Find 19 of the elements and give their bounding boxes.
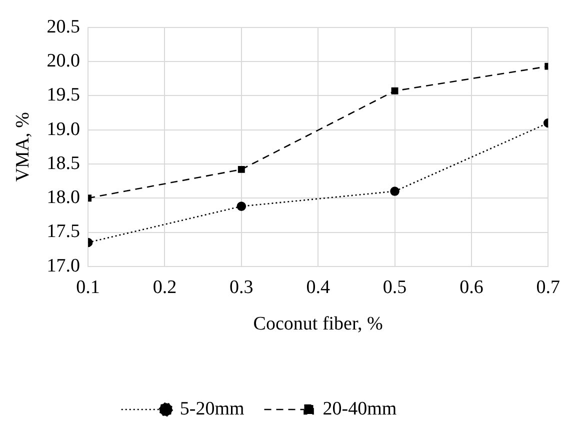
legend-label: 20-40mm (322, 398, 397, 420)
y-tick-label: 17.5 (46, 221, 80, 242)
y-tick-label: 18.5 (46, 152, 80, 174)
legend-label: 5-20mm (180, 398, 244, 420)
x-tick-label: 0.5 (382, 276, 407, 298)
y-tick-label: 17.0 (46, 255, 80, 276)
y-tick-label: 20.0 (46, 50, 80, 72)
x-tick-label: 0.3 (230, 276, 254, 298)
y-tick-label: 20.5 (46, 16, 80, 38)
x-tick-label: 0.6 (460, 276, 484, 298)
y-tick-label: 19.5 (46, 84, 80, 106)
x-tick-label: 0.4 (306, 276, 330, 298)
x-tick-label: 0.7 (536, 276, 560, 298)
y-tick-label: 19.0 (46, 118, 80, 140)
x-tick-label: 0.2 (152, 276, 177, 298)
x-tick-label: 0.1 (76, 276, 100, 298)
y-tick-label: 18.0 (46, 187, 80, 208)
y-axis-title: VMA, % (12, 112, 34, 182)
x-axis-title: Coconut fiber, % (253, 314, 384, 335)
